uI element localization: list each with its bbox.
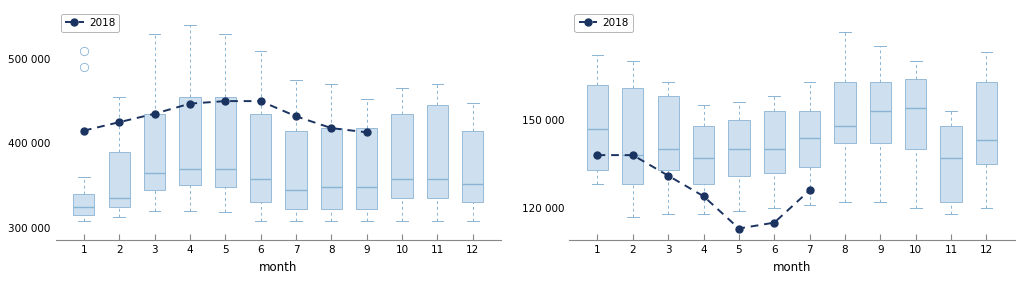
2018 — [662, 174, 674, 177]
Bar — [215, 97, 236, 187]
Bar — [763, 111, 785, 173]
Bar — [321, 128, 342, 209]
Bar — [976, 82, 997, 164]
Bar — [462, 131, 483, 202]
Line: 2018: 2018 — [594, 152, 813, 232]
Line: 2018: 2018 — [81, 98, 370, 136]
2018 — [591, 153, 604, 157]
Bar — [285, 131, 307, 209]
Bar — [622, 88, 643, 184]
2018 — [114, 120, 126, 124]
Bar — [728, 120, 750, 176]
2018 — [78, 129, 90, 132]
Bar — [799, 111, 820, 167]
Bar — [427, 105, 448, 198]
X-axis label: month: month — [772, 261, 811, 274]
2018 — [627, 153, 639, 157]
Legend: 2018: 2018 — [575, 14, 633, 32]
Bar — [905, 79, 926, 149]
2018 — [290, 114, 302, 118]
2018 — [325, 126, 338, 130]
2018 — [768, 221, 781, 224]
2018 — [255, 100, 267, 103]
Bar — [658, 96, 679, 170]
Bar — [835, 82, 855, 143]
Bar — [940, 126, 962, 202]
Bar — [179, 97, 201, 186]
Bar — [250, 114, 271, 202]
Legend: 2018: 2018 — [60, 14, 120, 32]
Bar — [74, 194, 94, 215]
Bar — [356, 128, 377, 209]
2018 — [184, 102, 196, 105]
Bar — [693, 126, 714, 184]
2018 — [148, 112, 161, 115]
Bar — [144, 114, 165, 190]
2018 — [360, 131, 372, 134]
X-axis label: month: month — [259, 261, 298, 274]
Bar — [392, 114, 412, 198]
Bar — [870, 82, 891, 143]
2018 — [732, 227, 745, 230]
2018 — [219, 100, 231, 103]
2018 — [803, 189, 815, 192]
2018 — [698, 195, 710, 198]
Bar — [108, 152, 130, 206]
Bar — [587, 85, 608, 170]
